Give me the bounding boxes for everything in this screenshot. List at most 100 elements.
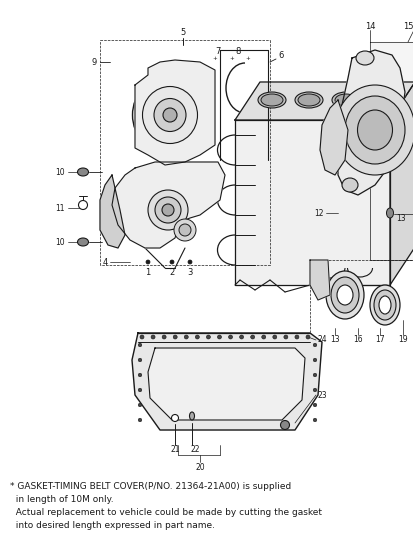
Ellipse shape bbox=[178, 224, 190, 236]
Ellipse shape bbox=[272, 335, 276, 339]
Ellipse shape bbox=[313, 358, 316, 362]
Text: 8: 8 bbox=[235, 46, 240, 55]
Ellipse shape bbox=[140, 335, 144, 339]
Ellipse shape bbox=[171, 414, 178, 421]
Ellipse shape bbox=[188, 260, 192, 264]
Text: 11: 11 bbox=[55, 203, 65, 213]
Ellipse shape bbox=[355, 51, 373, 65]
Ellipse shape bbox=[161, 204, 173, 216]
Polygon shape bbox=[135, 60, 214, 165]
Ellipse shape bbox=[228, 335, 232, 339]
Text: 19: 19 bbox=[397, 336, 407, 344]
Ellipse shape bbox=[344, 96, 404, 164]
Polygon shape bbox=[112, 162, 224, 248]
Ellipse shape bbox=[77, 168, 88, 176]
Ellipse shape bbox=[313, 343, 316, 347]
Text: 10: 10 bbox=[55, 237, 65, 246]
Ellipse shape bbox=[261, 335, 265, 339]
Ellipse shape bbox=[173, 335, 177, 339]
Ellipse shape bbox=[151, 335, 155, 339]
Ellipse shape bbox=[189, 412, 194, 420]
Polygon shape bbox=[337, 50, 404, 195]
Text: 6: 6 bbox=[277, 51, 282, 60]
Ellipse shape bbox=[371, 94, 393, 106]
Text: 13: 13 bbox=[395, 214, 405, 223]
Ellipse shape bbox=[161, 107, 178, 123]
Ellipse shape bbox=[373, 290, 395, 320]
Text: in length of 10M only.: in length of 10M only. bbox=[10, 495, 113, 504]
Ellipse shape bbox=[206, 335, 210, 339]
Text: into desired length expressed in part name.: into desired length expressed in part na… bbox=[10, 521, 214, 530]
Ellipse shape bbox=[341, 178, 357, 192]
Ellipse shape bbox=[313, 404, 316, 407]
Text: +: + bbox=[229, 55, 234, 60]
Polygon shape bbox=[132, 333, 321, 430]
Text: +: + bbox=[245, 55, 250, 60]
Text: 13: 13 bbox=[330, 336, 339, 344]
Ellipse shape bbox=[330, 277, 358, 313]
Text: 22: 22 bbox=[190, 445, 199, 455]
Ellipse shape bbox=[336, 285, 352, 305]
Ellipse shape bbox=[184, 335, 188, 339]
Polygon shape bbox=[147, 348, 304, 420]
Ellipse shape bbox=[257, 92, 285, 108]
Text: 24: 24 bbox=[317, 336, 327, 344]
Text: 3: 3 bbox=[187, 267, 192, 277]
Ellipse shape bbox=[152, 97, 187, 133]
Text: 10: 10 bbox=[55, 167, 65, 176]
Ellipse shape bbox=[78, 201, 87, 209]
Polygon shape bbox=[319, 100, 347, 175]
Text: 17: 17 bbox=[374, 336, 384, 344]
Ellipse shape bbox=[147, 190, 188, 230]
Ellipse shape bbox=[217, 335, 221, 339]
Ellipse shape bbox=[260, 94, 282, 106]
Ellipse shape bbox=[313, 418, 316, 422]
Ellipse shape bbox=[368, 92, 396, 108]
Ellipse shape bbox=[132, 76, 207, 154]
Ellipse shape bbox=[154, 98, 185, 131]
Ellipse shape bbox=[305, 335, 309, 339]
Polygon shape bbox=[389, 82, 413, 285]
Text: 9: 9 bbox=[92, 58, 97, 67]
Text: 1: 1 bbox=[145, 267, 150, 277]
Ellipse shape bbox=[325, 271, 363, 319]
Ellipse shape bbox=[334, 94, 356, 106]
Ellipse shape bbox=[162, 335, 166, 339]
Ellipse shape bbox=[331, 92, 359, 108]
Ellipse shape bbox=[138, 388, 141, 392]
Text: 16: 16 bbox=[352, 336, 362, 344]
Ellipse shape bbox=[142, 87, 197, 144]
Ellipse shape bbox=[313, 373, 316, 377]
Text: 2: 2 bbox=[169, 267, 174, 277]
Ellipse shape bbox=[138, 373, 141, 377]
Polygon shape bbox=[235, 82, 413, 120]
Polygon shape bbox=[369, 42, 413, 260]
Text: 20: 20 bbox=[195, 463, 204, 471]
Text: +: + bbox=[212, 55, 217, 60]
Text: * GASKET-TIMING BELT COVER(P/NO. 21364-21A00) is supplied: * GASKET-TIMING BELT COVER(P/NO. 21364-2… bbox=[10, 482, 291, 491]
Ellipse shape bbox=[77, 238, 88, 246]
Text: 4: 4 bbox=[102, 258, 108, 266]
Ellipse shape bbox=[170, 260, 173, 264]
Text: 14: 14 bbox=[364, 22, 374, 31]
Text: 7: 7 bbox=[215, 46, 220, 55]
Ellipse shape bbox=[357, 110, 392, 150]
Ellipse shape bbox=[195, 335, 199, 339]
Ellipse shape bbox=[334, 85, 413, 175]
Ellipse shape bbox=[154, 197, 180, 223]
Ellipse shape bbox=[297, 94, 319, 106]
Polygon shape bbox=[235, 120, 389, 285]
Ellipse shape bbox=[173, 219, 195, 241]
Ellipse shape bbox=[239, 335, 243, 339]
Text: 12: 12 bbox=[314, 209, 323, 217]
Ellipse shape bbox=[138, 404, 141, 407]
Ellipse shape bbox=[141, 85, 199, 145]
Text: 21: 21 bbox=[170, 445, 179, 455]
Ellipse shape bbox=[250, 335, 254, 339]
Ellipse shape bbox=[294, 335, 298, 339]
Text: Actual replacement to vehicle could be made by cutting the gasket: Actual replacement to vehicle could be m… bbox=[10, 508, 321, 517]
Ellipse shape bbox=[138, 358, 141, 362]
Text: 15: 15 bbox=[403, 22, 413, 31]
Ellipse shape bbox=[294, 92, 322, 108]
Ellipse shape bbox=[378, 296, 390, 314]
